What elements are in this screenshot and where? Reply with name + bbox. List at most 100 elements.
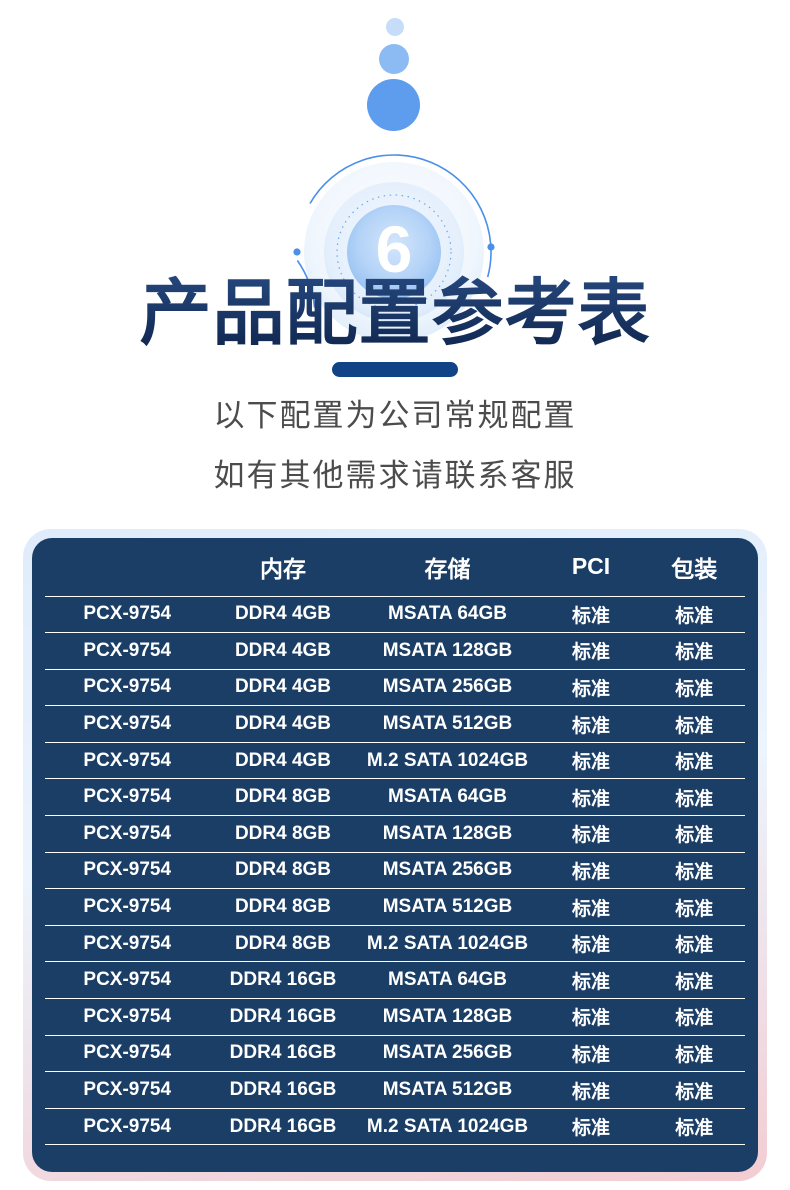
cell-pci: 标准	[538, 961, 644, 1000]
subtitle: 以下配置为公司常规配置 如有其他需求请联系客服	[0, 386, 790, 506]
decor-bubble-small	[386, 18, 404, 36]
cell-pci: 标准	[538, 1035, 644, 1073]
config-table: 内存 存储 PCI 包装 PCX-9754 DDR4 4GB MSATA 64GB 标准 标准…	[45, 538, 745, 1146]
table-row: PCX-9754 DDR4 4GB MSATA 256GB 标准 标准	[45, 669, 745, 707]
cell-pci: 标准	[538, 669, 644, 707]
cell-pci: 标准	[538, 596, 644, 634]
cell-memory: DDR4 8GB	[209, 778, 357, 817]
cell-pci: 标准	[538, 925, 644, 963]
cell-memory: DDR4 4GB	[209, 632, 357, 670]
cell-packaging: 标准	[643, 815, 745, 853]
cell-model: PCX-9754	[45, 742, 210, 780]
cell-packaging: 标准	[643, 1108, 745, 1146]
cell-model: PCX-9754	[45, 852, 210, 890]
cell-packaging: 标准	[643, 778, 745, 817]
table-header-row: 内存 存储 PCI 包装	[45, 538, 745, 597]
step-badge-circle-icon	[293, 154, 495, 342]
cell-packaging: 标准	[643, 888, 745, 926]
cell-memory: DDR4 16GB	[209, 961, 357, 1000]
cell-storage: M.2 SATA 1024GB	[356, 925, 539, 963]
cell-storage: MSATA 128GB	[356, 815, 539, 853]
cell-storage: M.2 SATA 1024GB	[356, 1108, 539, 1146]
cell-packaging: 标准	[643, 669, 745, 707]
cell-memory: DDR4 8GB	[209, 852, 357, 890]
cell-storage: MSATA 512GB	[356, 888, 539, 926]
cell-memory: DDR4 16GB	[209, 1108, 357, 1146]
cell-memory: DDR4 16GB	[209, 998, 357, 1036]
cell-pci: 标准	[538, 815, 644, 853]
cell-storage: MSATA 64GB	[356, 596, 539, 634]
column-header-storage: 存储	[356, 538, 539, 597]
cell-memory: DDR4 4GB	[209, 742, 357, 780]
table-row: PCX-9754 DDR4 16GB MSATA 128GB 标准 标准	[45, 998, 745, 1036]
cell-packaging: 标准	[643, 705, 745, 743]
cell-model: PCX-9754	[45, 925, 210, 963]
page-title: 产品配置参考表	[0, 254, 790, 359]
table-body: PCX-9754 DDR4 4GB MSATA 64GB 标准 标准 PCX-9754 DD…	[45, 596, 745, 1146]
title-underline	[332, 362, 458, 377]
column-header-pci: PCI	[538, 538, 644, 597]
cell-packaging: 标准	[643, 1035, 745, 1073]
cell-pci: 标准	[538, 1071, 644, 1109]
cell-model: PCX-9754	[45, 778, 210, 817]
cell-storage: MSATA 512GB	[356, 1071, 539, 1109]
cell-packaging: 标准	[643, 742, 745, 780]
cell-model: PCX-9754	[45, 1035, 210, 1073]
table-row: PCX-9754 DDR4 16GB MSATA 256GB 标准 标准	[45, 1035, 745, 1073]
cell-model: PCX-9754	[45, 815, 210, 853]
cell-packaging: 标准	[643, 998, 745, 1036]
column-header-memory: 内存	[209, 538, 357, 597]
table-row: PCX-9754 DDR4 8GB MSATA 128GB 标准 标准	[45, 815, 745, 853]
cell-storage: M.2 SATA 1024GB	[356, 742, 539, 780]
cell-storage: MSATA 512GB	[356, 705, 539, 743]
column-header-packaging: 包装	[643, 538, 745, 597]
step-number: 6	[375, 212, 413, 286]
cell-model: PCX-9754	[45, 888, 210, 926]
table-row: PCX-9754 DDR4 8GB M.2 SATA 1024GB 标准 标准	[45, 925, 745, 963]
cell-storage: MSATA 256GB	[356, 1035, 539, 1073]
subtitle-line-1: 以下配置为公司常规配置	[213, 398, 577, 433]
cell-memory: DDR4 16GB	[209, 1071, 357, 1109]
cell-pci: 标准	[538, 852, 644, 890]
cell-storage: MSATA 128GB	[356, 632, 539, 670]
table-row: PCX-9754 DDR4 4GB MSATA 512GB 标准 标准	[45, 705, 745, 743]
cell-model: PCX-9754	[45, 632, 210, 670]
cell-model: PCX-9754	[45, 669, 210, 707]
cell-packaging: 标准	[643, 925, 745, 963]
cell-pci: 标准	[538, 742, 644, 780]
table-row: PCX-9754 DDR4 4GB M.2 SATA 1024GB 标准 标准	[45, 742, 745, 780]
cell-memory: DDR4 16GB	[209, 1035, 357, 1073]
cell-model: PCX-9754	[45, 998, 210, 1036]
cell-packaging: 标准	[643, 852, 745, 890]
cell-memory: DDR4 4GB	[209, 705, 357, 743]
cell-packaging: 标准	[643, 1071, 745, 1109]
table-row: PCX-9754 DDR4 4GB MSATA 64GB 标准 标准	[45, 596, 745, 634]
cell-model: PCX-9754	[45, 961, 210, 1000]
cell-model: PCX-9754	[45, 705, 210, 743]
table-row: PCX-9754 DDR4 16GB MSATA 64GB 标准 标准	[45, 961, 745, 1000]
cell-memory: DDR4 8GB	[209, 888, 357, 926]
subtitle-line-2: 如有其他需求请联系客服	[213, 458, 577, 493]
table-row: PCX-9754 DDR4 8GB MSATA 256GB 标准 标准	[45, 852, 745, 890]
table-row: PCX-9754 DDR4 16GB M.2 SATA 1024GB 标准 标准	[45, 1108, 745, 1146]
cell-memory: DDR4 4GB	[209, 596, 357, 634]
cell-model: PCX-9754	[45, 1071, 210, 1109]
column-header-model	[45, 538, 210, 597]
config-table-card: 内存 存储 PCI 包装 PCX-9754 DDR4 4GB MSATA 64GB 标准 标准…	[32, 538, 758, 1172]
table-row: PCX-9754 DDR4 8GB MSATA 512GB 标准 标准	[45, 888, 745, 926]
cell-memory: DDR4 8GB	[209, 815, 357, 853]
cell-memory: DDR4 4GB	[209, 669, 357, 707]
cell-pci: 标准	[538, 632, 644, 670]
cell-packaging: 标准	[643, 961, 745, 1000]
cell-storage: MSATA 256GB	[356, 852, 539, 890]
decor-bubble-medium	[379, 44, 409, 74]
config-table-glow-border: 内存 存储 PCI 包装 PCX-9754 DDR4 4GB MSATA 64GB 标准 标准…	[23, 529, 767, 1181]
table-row: PCX-9754 DDR4 16GB MSATA 512GB 标准 标准	[45, 1071, 745, 1109]
table-row: PCX-9754 DDR4 8GB MSATA 64GB 标准 标准	[45, 778, 745, 817]
cell-pci: 标准	[538, 705, 644, 743]
cell-storage: MSATA 64GB	[356, 961, 539, 1000]
cell-pci: 标准	[538, 888, 644, 926]
cell-pci: 标准	[538, 1108, 644, 1146]
cell-storage: MSATA 256GB	[356, 669, 539, 707]
